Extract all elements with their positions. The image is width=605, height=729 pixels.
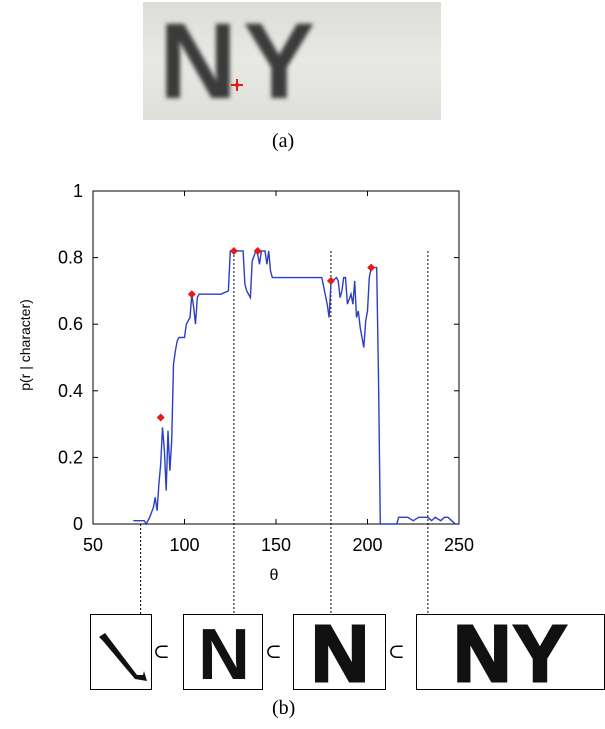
y-tick-label: 0.6 bbox=[58, 314, 83, 334]
probability-chart: 50 100 150 200 250 0 0.2 0.4 0.6 0.8 1 p(r | chara… bbox=[17, 181, 474, 614]
y-tick-label: 0 bbox=[73, 514, 83, 534]
peak-markers bbox=[156, 246, 376, 422]
peak-marker bbox=[367, 263, 376, 272]
plot-frame bbox=[92, 190, 460, 525]
y-tick-label: 0.2 bbox=[58, 447, 83, 467]
subset-symbol-3: ⊂ bbox=[388, 639, 405, 663]
x-tick-label: 50 bbox=[83, 535, 103, 555]
glyph-n-small-text: N bbox=[198, 615, 250, 690]
subset-symbol-1: ⊂ bbox=[153, 639, 170, 663]
ny-photo-text: NY bbox=[159, 2, 321, 120]
series-line bbox=[133, 249, 459, 526]
x-tick-label: 250 bbox=[444, 535, 474, 555]
peak-marker bbox=[229, 246, 238, 255]
photo-marker bbox=[231, 79, 243, 91]
chart-axes: 50 100 150 200 250 0 0.2 0.4 0.6 0.8 1 bbox=[58, 181, 474, 555]
peak-marker bbox=[156, 413, 165, 422]
glyph-n-large-text: N bbox=[311, 615, 369, 690]
peak-marker bbox=[253, 246, 262, 255]
dashed-links bbox=[140, 250, 429, 614]
ny-photo-letters: NY bbox=[159, 2, 321, 120]
y-axis-label: p(r | character) bbox=[17, 299, 33, 391]
caption-a: (a) bbox=[272, 130, 295, 152]
caption-b: (b) bbox=[272, 697, 296, 719]
peak-marker bbox=[326, 276, 335, 285]
glyph-box-ny: NY bbox=[416, 614, 605, 690]
glyph-box-n-large: N bbox=[293, 614, 386, 690]
ny-photo: NY bbox=[143, 2, 441, 120]
glyph-n-small: N bbox=[198, 615, 250, 690]
x-tick-label: 150 bbox=[261, 535, 291, 555]
glyph-box-stroke bbox=[90, 614, 152, 690]
x-tick-label: 100 bbox=[169, 535, 199, 555]
glyph-ny-text: NY bbox=[453, 615, 568, 690]
x-axis-label: θ bbox=[270, 567, 279, 584]
glyph-ny: NY bbox=[452, 615, 568, 690]
stroke-fragment-icon bbox=[99, 633, 147, 681]
glyph-box-n-small: N bbox=[183, 614, 263, 690]
y-tick-label: 0.4 bbox=[58, 381, 83, 401]
subset-symbol-2: ⊂ bbox=[265, 639, 282, 663]
y-tick-label: 1 bbox=[73, 181, 83, 201]
chart-series bbox=[133, 249, 459, 526]
glyph-n-large: N bbox=[310, 615, 371, 690]
x-tick-label: 200 bbox=[352, 535, 382, 555]
y-tick-label: 0.8 bbox=[58, 248, 83, 268]
peak-marker bbox=[187, 290, 196, 299]
